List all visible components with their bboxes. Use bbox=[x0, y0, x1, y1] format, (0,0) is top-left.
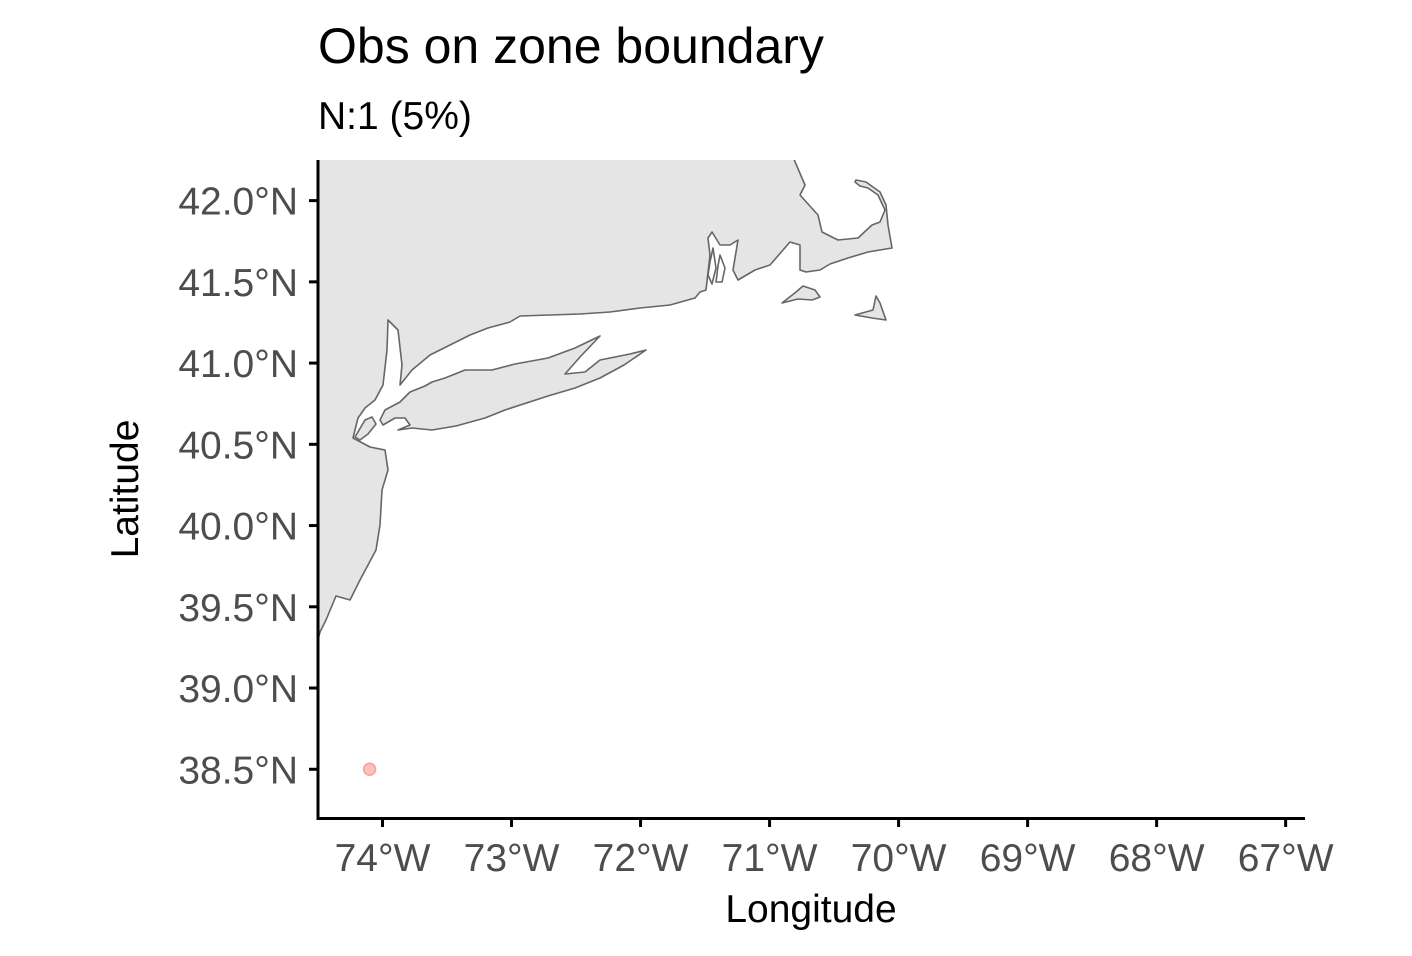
x-tick-label: 74°W bbox=[335, 837, 431, 880]
y-tick-label: 38.5°N bbox=[178, 749, 298, 792]
x-tick-label: 71°W bbox=[722, 837, 818, 880]
land-marthas-vineyard bbox=[782, 286, 820, 303]
points-layer bbox=[364, 763, 376, 775]
land-nantucket bbox=[855, 296, 886, 320]
x-tick-label: 72°W bbox=[593, 837, 689, 880]
x-tick-label: 69°W bbox=[980, 837, 1076, 880]
y-tick-label: 42.0°N bbox=[178, 181, 298, 224]
basemap bbox=[318, 150, 892, 640]
y-axis-title: Latitude bbox=[104, 420, 147, 559]
x-tick-label: 73°W bbox=[464, 837, 560, 880]
chart-subtitle: N:1 (5%) bbox=[318, 95, 472, 138]
y-tick-label: 40.0°N bbox=[178, 506, 298, 549]
land-mainland bbox=[318, 150, 892, 640]
x-tick-label: 67°W bbox=[1238, 837, 1334, 880]
narragansett-bay-east bbox=[716, 255, 725, 282]
y-tick-label: 39.5°N bbox=[178, 587, 298, 630]
y-tick-label: 41.5°N bbox=[178, 262, 298, 305]
y-tick-label: 40.5°N bbox=[178, 424, 298, 467]
x-axis-ticks: 74°W 73°W 72°W 71°W 70°W 69°W 68°W 67°W bbox=[335, 818, 1334, 880]
x-axis-title: Longitude bbox=[725, 888, 896, 931]
y-tick-label: 39.0°N bbox=[178, 668, 298, 711]
plot-panel bbox=[318, 150, 892, 775]
data-point bbox=[364, 763, 376, 775]
y-tick-label: 41.0°N bbox=[178, 343, 298, 386]
chart-title: Obs on zone boundary bbox=[318, 18, 824, 74]
x-tick-label: 70°W bbox=[851, 837, 947, 880]
x-tick-label: 68°W bbox=[1109, 837, 1205, 880]
y-axis-ticks: 42.0°N 41.5°N 41.0°N 40.5°N 40.0°N 39.5°N 39.0… bbox=[178, 181, 318, 793]
